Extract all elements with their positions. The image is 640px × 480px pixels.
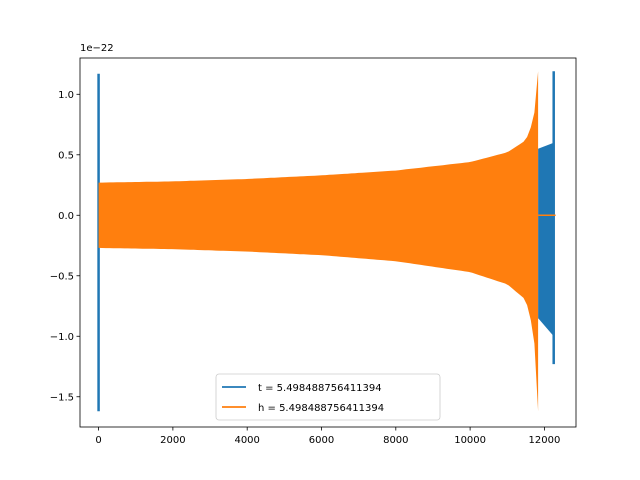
x-tick-label: 2000 (160, 435, 185, 446)
y-tick-label: −0.5 (50, 271, 74, 282)
series-t-band-0 (538, 142, 554, 337)
series-h-band (98, 71, 539, 412)
y-tick-label: 1.0 (58, 90, 74, 101)
x-tick-label: 4000 (234, 435, 259, 446)
plot-area (97, 71, 556, 412)
x-tick-label: 12000 (529, 435, 561, 446)
y-scale-offset-label: 1e−22 (80, 43, 114, 54)
axis-ticks: 0 2000 4000 6000 8000 10000 12000 −1.5 −1.0 −0.5 0… (50, 90, 561, 446)
x-tick-label: 6000 (309, 435, 334, 446)
legend-label: t = 5.498488756411394 (258, 383, 382, 394)
y-tick-label: 0.0 (58, 211, 74, 222)
legend: t = 5.498488756411394 h = 5.4984887564113… (215, 373, 441, 421)
x-tick-label: 0 (95, 435, 101, 446)
y-tick-label: −1.5 (50, 392, 74, 403)
x-tick-label: 10000 (454, 435, 486, 446)
axes-frame (79, 57, 577, 428)
x-tick-label: 8000 (383, 435, 408, 446)
y-tick-label: 0.5 (58, 150, 74, 161)
y-tick-label: −1.0 (50, 332, 74, 343)
legend-label: h = 5.498488756411394 (258, 403, 384, 414)
legend-box (215, 373, 441, 421)
